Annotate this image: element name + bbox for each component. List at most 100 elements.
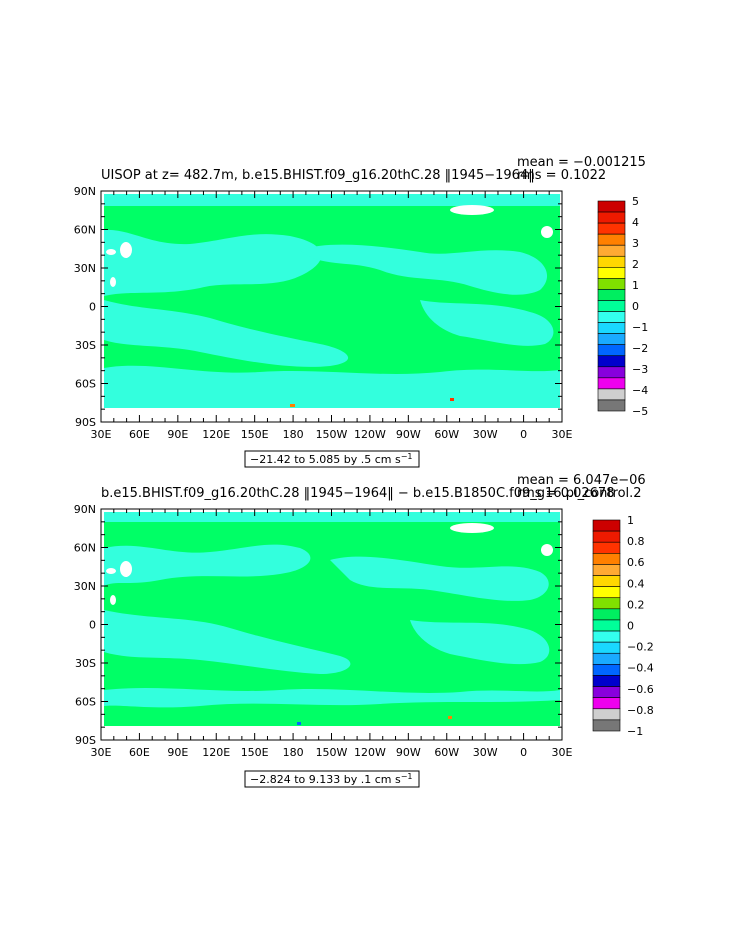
colorbar-label: 2 [632, 258, 639, 271]
x-tick-label: 0 [520, 746, 527, 759]
x-tick-label: 60E [129, 428, 150, 441]
colorbar-swatch [597, 289, 626, 301]
panel-1: UISOP at z= 482.7m, b.e15.BHIST.f09_g16.… [74, 155, 648, 468]
x-tick-label: 90W [396, 746, 421, 759]
colorbar-swatch [597, 233, 626, 246]
y-tick-label: 30S [75, 339, 96, 352]
x-tick-label: 120W [354, 428, 386, 441]
colorbar-swatch [592, 675, 621, 687]
x-tick-label: 150E [241, 428, 269, 441]
colorbar-swatch [597, 322, 626, 334]
x-tick-label: 30E [552, 428, 573, 441]
x-tick-label: 30E [552, 746, 573, 759]
colorbar-label: −1 [632, 321, 648, 334]
y-tick-label: 90N [74, 185, 96, 198]
y-tick-label: 90N [74, 503, 96, 516]
y-tick-label: 90S [75, 734, 96, 747]
colorbar-label: −4 [632, 384, 648, 397]
x-tick-label: 90E [167, 746, 188, 759]
colorbar-swatch [592, 697, 621, 710]
panel-2-colorbar: 1 0.8 0.6 0.4 0.2 0 −0.2 −0.4 −0.6 −0.8 −1 [592, 514, 654, 738]
colorbar-swatch [597, 377, 626, 390]
panel-1-title: UISOP at z= 482.7m, b.e15.BHIST.f09_g16.… [101, 168, 535, 183]
x-tick-label: 30W [473, 746, 498, 759]
x-tick-label: 180 [283, 746, 304, 759]
colorbar-label: 3 [632, 237, 639, 250]
panel-2-rms: rms = 0.02678 [517, 486, 614, 501]
colorbar-swatch [592, 719, 621, 732]
panel-1-x-ticks: 30E 60E 90E 120E 150E 180 150W 120W 90W 60W 30W 0 30… [91, 191, 573, 441]
x-tick-label: 120W [354, 746, 386, 759]
colorbar-label: 0 [627, 620, 634, 633]
panel-1-mean: mean = −0.001215 [517, 155, 646, 170]
colorbar-swatch [592, 619, 621, 632]
colorbar-swatch [592, 608, 621, 621]
panel-1-range-box [244, 450, 420, 468]
colorbar-swatch [592, 630, 621, 643]
colorbar-label: −0.8 [627, 704, 654, 717]
x-tick-label: 60W [434, 428, 459, 441]
panel-1-anomaly-regions [104, 194, 560, 408]
colorbar-label: −5 [632, 405, 648, 418]
x-tick-label: 30E [91, 746, 112, 759]
y-tick-label: 30N [74, 262, 96, 275]
colorbar-swatch [597, 399, 626, 412]
y-tick-label: 60N [74, 542, 96, 555]
panel-2-greenland-mask [450, 523, 494, 533]
panel-2-land-masks [106, 523, 553, 605]
colorbar-swatch [597, 388, 626, 401]
colorbar-swatch [597, 333, 626, 345]
panel-2: b.e15.BHIST.f09_g16.20thC.28 ‖1945−1964‖… [74, 473, 654, 788]
panel-1-island-mask-c [110, 277, 116, 287]
colorbar-swatch [592, 652, 621, 665]
colorbar-swatch [597, 200, 626, 213]
colorbar-swatch [592, 686, 621, 698]
panel-2-island-mask-a [120, 561, 132, 577]
x-tick-label: 60E [129, 746, 150, 759]
x-tick-label: 60W [434, 746, 459, 759]
y-tick-label: 30S [75, 657, 96, 670]
colorbar-swatch [597, 355, 626, 368]
colorbar-label: 1 [627, 514, 634, 527]
colorbar-label: 0.8 [627, 535, 645, 548]
panel-1-land-masks [106, 205, 553, 287]
x-tick-label: 30E [91, 428, 112, 441]
y-tick-label: 60S [75, 378, 96, 391]
x-tick-label: 120E [202, 428, 230, 441]
panel-1-greenland-mask [450, 205, 494, 215]
panel-2-mean: mean = 6.047e−06 [517, 473, 646, 488]
colorbar-swatch [597, 278, 626, 290]
colorbar-label: 0.2 [627, 598, 645, 611]
colorbar-swatch [592, 708, 621, 721]
x-tick-label: 150E [241, 746, 269, 759]
colorbar-swatch [597, 211, 626, 224]
panel-1-rms: rms = 0.1022 [517, 168, 606, 183]
panel-2-range-unit-exponent: −1 [401, 772, 413, 781]
colorbar-swatch [597, 344, 626, 357]
colorbar-swatch [597, 366, 626, 379]
colorbar-label: −3 [632, 363, 648, 376]
colorbar-swatch [597, 300, 626, 312]
panel-2-range-box [244, 770, 420, 788]
colorbar-swatch [592, 575, 621, 587]
panel-1-island-mask-d [541, 226, 553, 238]
x-tick-label: 90E [167, 428, 188, 441]
x-tick-label: 150W [316, 746, 348, 759]
panel-2-island-mask-d [541, 544, 553, 556]
colorbar-label: 0.6 [627, 556, 645, 569]
colorbar-swatch [597, 267, 626, 279]
panel-1-island-mask-a [120, 242, 132, 258]
colorbar-label: −1 [627, 725, 643, 738]
panel-1-island-mask-b [106, 249, 116, 255]
x-tick-label: 0 [520, 428, 527, 441]
panel-2-island-mask-b [106, 568, 116, 574]
x-tick-label: 150W [316, 428, 348, 441]
colorbar-swatch [592, 530, 621, 543]
panel-2-island-mask-c [110, 595, 116, 605]
panel-2-y-ticks: 90N 60N 30N 0 30S 60S 90S [74, 503, 562, 747]
panel-1-hotspot-b [450, 398, 454, 401]
x-tick-label: 90W [396, 428, 421, 441]
y-tick-label: 60S [75, 696, 96, 709]
colorbar-swatch [592, 597, 621, 610]
